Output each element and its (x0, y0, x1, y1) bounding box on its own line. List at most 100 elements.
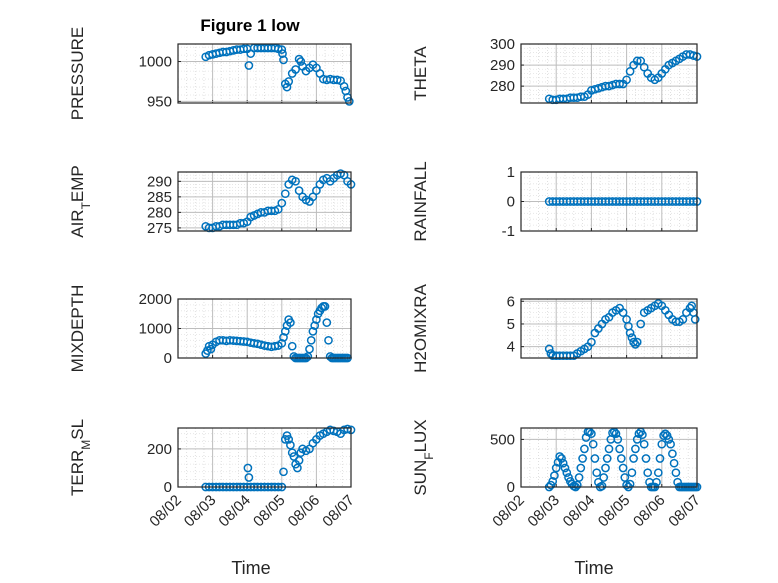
sun-flux-data-point (653, 468, 663, 478)
h2omixra-panel: 4 5 6 H2OMIXRA (411, 283, 700, 373)
sun-flux-data-point (550, 471, 559, 480)
sun-flux-data-point (578, 454, 587, 463)
terr-msl-data-point (286, 440, 295, 450)
terr-msl-x-tick-label: 08/07 (319, 492, 358, 531)
sun-flux-data-point (601, 463, 610, 473)
sun-flux-data-point (634, 429, 644, 439)
pressure-data-point (291, 65, 300, 74)
sun-flux-data-point (632, 435, 642, 444)
sun-flux-data-point (615, 444, 624, 454)
figure-title: Figure 1 low (200, 16, 300, 35)
sun-flux-y-tick-label: 0 (507, 479, 515, 496)
sun-flux-y-axis-label: SUNFLUX (411, 419, 436, 495)
sun-flux-x-tick-label: 08/05 (595, 492, 634, 531)
theta-y-tick-label: 280 (490, 78, 515, 95)
sun-flux-data-point (580, 444, 589, 454)
pressure-data-point (282, 82, 292, 92)
theta-data-point (636, 56, 646, 66)
sun-flux-data-point (613, 435, 623, 444)
h2omixra-data-point (690, 315, 700, 324)
air-temp-data-point (291, 176, 300, 186)
sun-flux-data-point (551, 463, 561, 473)
h2omixra-data-point (631, 340, 640, 349)
terr-msl-axes-box (177, 427, 352, 488)
terr-msl-data-point (284, 435, 294, 444)
air-temp-axes-box (177, 171, 352, 232)
theta-axes-box (520, 43, 698, 104)
sun-flux-data-point (638, 430, 647, 440)
sun-flux-data-point (548, 476, 558, 486)
sun-flux-data-point (555, 452, 565, 461)
pressure-panel: 950 1000 PRESSURE (68, 27, 354, 121)
h2omixra-axes-box (520, 298, 698, 359)
theta-y-axis-label: THETA (411, 46, 430, 101)
air-temp-data-point (294, 186, 304, 195)
h2omixra-data-point (587, 337, 596, 347)
sun-flux-x-tick-label: 08/07 (665, 492, 704, 531)
sun-flux-data-point (597, 481, 607, 491)
sun-flux-data-point (664, 435, 674, 444)
rainfall-panel: -1 0 1 RAINFALL (411, 161, 702, 242)
terr-msl-panel: 0 200 TERRMSL 08/0208/0308/0408/0508/0608/0… (68, 419, 358, 530)
theta-data-point (632, 56, 642, 66)
mixdepth-y-tick-label: 0 (164, 350, 172, 367)
sun-flux-data-point (668, 449, 677, 459)
mixdepth-data-point (277, 338, 287, 348)
mixdepth-axes-box (177, 298, 352, 359)
h2omixra-data-point (632, 337, 642, 347)
h2omixra-data-point (678, 315, 688, 324)
air-temp-y-tick-label: 290 (147, 173, 172, 190)
sun-flux-data-point (560, 463, 570, 473)
sun-flux-data-point (558, 458, 568, 468)
rainfall-y-tick-label: 0 (507, 194, 515, 211)
h2omixra-y-tick-label: 5 (507, 316, 515, 333)
sun-flux-data-point (602, 454, 612, 463)
pressure-data-point (239, 44, 249, 54)
mixdepth-data-point (270, 341, 280, 351)
air-temp-data-point (312, 186, 321, 195)
theta-data-point (615, 79, 624, 89)
sun-flux-data-point (588, 439, 598, 449)
terr-msl-data-point (243, 463, 253, 473)
terr-msl-data-point (279, 467, 288, 477)
h2omixra-data-point (627, 333, 637, 342)
sun-flux-data-point (592, 468, 602, 478)
mixdepth-data-point (324, 335, 333, 345)
terr-msl-y-axis-label: TERRMSL (68, 419, 93, 496)
h2omixra-data-point (629, 337, 638, 347)
sun-flux-y-tick-label: 500 (490, 431, 515, 448)
h2omixra-data-point (625, 328, 635, 338)
air-temp-data-point (308, 192, 318, 202)
terr-msl-data-point (244, 473, 254, 482)
air-temp-y-tick-label: 285 (147, 189, 172, 206)
theta-panel: 280 290 300 THETA (411, 36, 702, 105)
mixdepth-data-point (308, 327, 318, 336)
pressure-y-axis-label: PRESSURE (68, 27, 87, 121)
terr-msl-y-tick-label: 200 (147, 441, 172, 458)
air-temp-y-axis-label: AIRTEMP (68, 165, 93, 238)
sun-flux-data-point (562, 468, 572, 478)
air-temp-data-point (273, 204, 283, 214)
x-axis-label-left: Time (231, 558, 270, 578)
h2omixra-y-axis-label: H2OMIXRA (411, 283, 430, 372)
pressure-data-point (279, 55, 288, 65)
pressure-y-tick-label: 1000 (139, 54, 172, 71)
pressure-y-tick-label: 950 (147, 93, 172, 110)
air-temp-y-tick-label: 275 (147, 220, 172, 237)
sun-flux-panel: 0 500 SUNFLUX 08/0208/0308/0408/0508/0608/0… (411, 419, 704, 530)
theta-data-point (622, 75, 631, 85)
sun-flux-x-tick-label: 08/04 (560, 492, 599, 531)
pressure-data-point (244, 61, 254, 70)
mixdepth-data-point (322, 318, 332, 327)
sun-flux-data-point (599, 473, 609, 482)
pressure-axes-box (177, 43, 352, 104)
x-axis-label-right: Time (574, 558, 613, 578)
h2omixra-data-point (636, 319, 646, 329)
sun-flux-axes-box (520, 427, 698, 488)
h2omixra-y-tick-label: 4 (507, 339, 515, 356)
sun-flux-data-point (572, 480, 582, 490)
sun-flux-data-point (611, 429, 621, 439)
mixdepth-data-point (286, 318, 295, 327)
sun-flux-data-point (669, 458, 679, 468)
